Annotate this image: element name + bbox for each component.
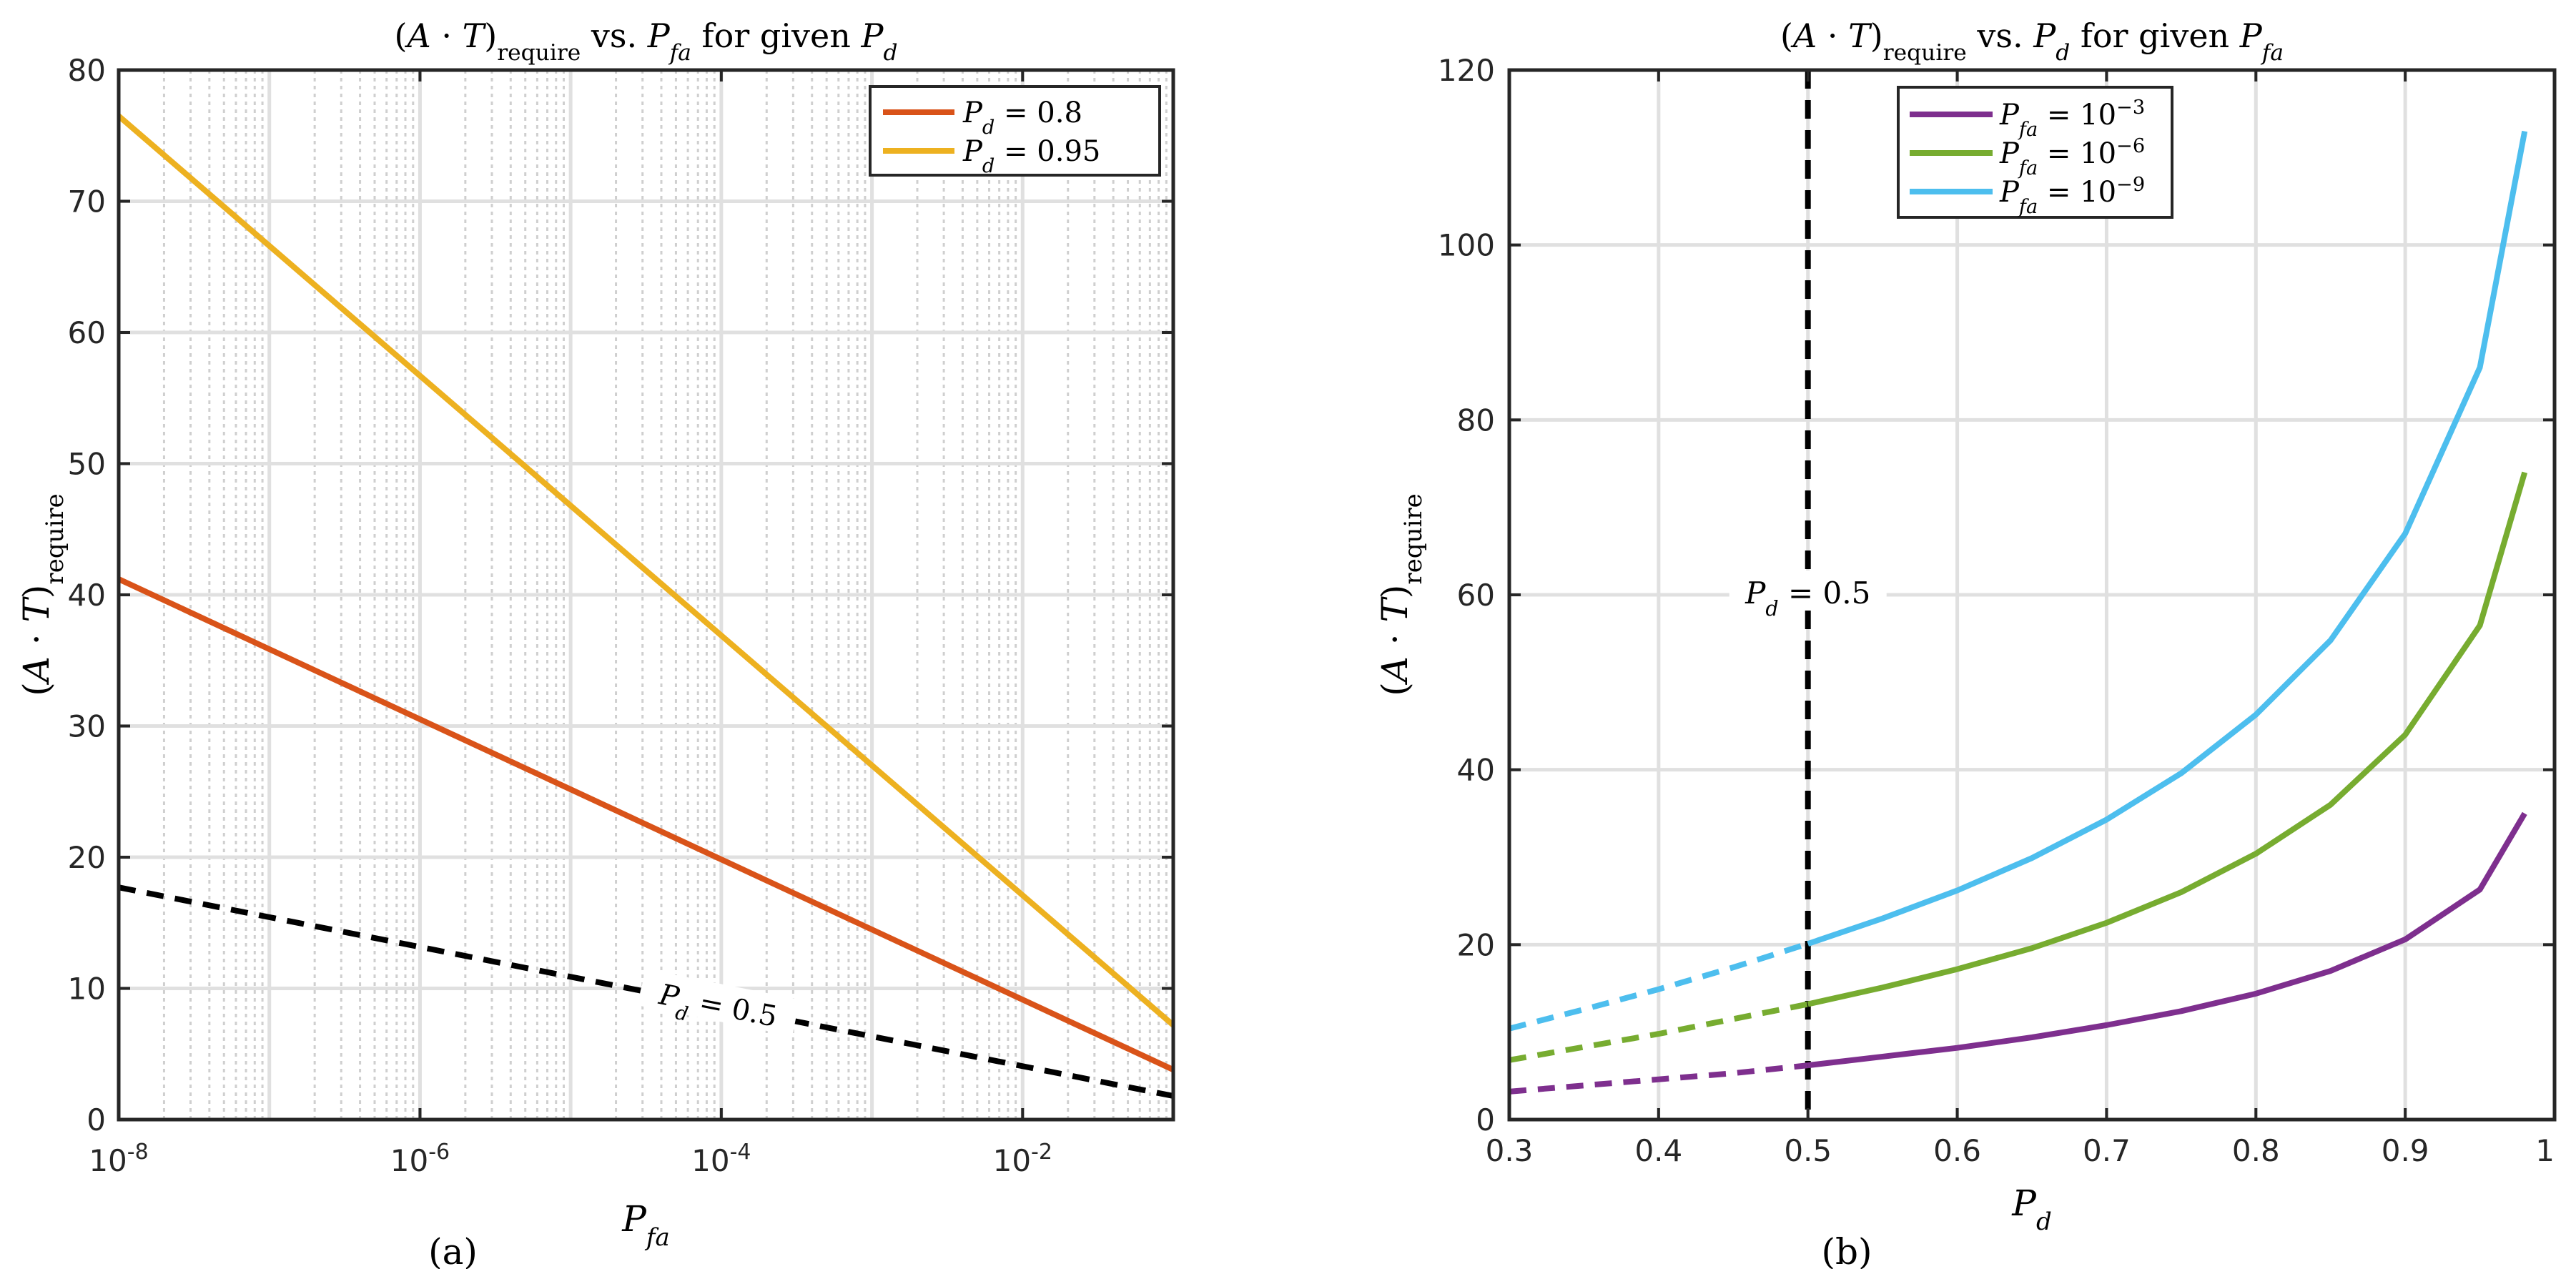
x-tick-label: 0.4: [1634, 1133, 1682, 1168]
y-tick-label: 100: [1438, 228, 1495, 263]
y-tick-label: 120: [1438, 53, 1495, 88]
x-axis-label: Pd: [2011, 1182, 2051, 1236]
y-tick-label: 60: [68, 315, 106, 350]
annotation-pd-0-5: Pd = 0.5: [1745, 576, 1870, 621]
x-axis-label: Pfa: [621, 1198, 670, 1252]
y-tick-label: 70: [68, 184, 106, 219]
legend-entry: Pfa = 10−6: [1999, 135, 2145, 179]
panel-label-a: (a): [428, 1231, 478, 1269]
x-tick-label: 0.6: [1933, 1133, 1981, 1168]
x-tick-label: 0.7: [2083, 1133, 2131, 1168]
y-axis-label: (A · T)require: [16, 493, 69, 696]
x-tick-label: 1: [2535, 1133, 2555, 1168]
y-tick-label: 80: [68, 53, 106, 88]
series-line-solid: [1807, 811, 2527, 1069]
annotation-pd-0-5: Pd = 0.5: [638, 969, 800, 1037]
y-tick-label: 20: [68, 840, 106, 875]
y-tick-label: 40: [1457, 753, 1495, 788]
legend-box: [869, 85, 1161, 177]
legend: Pd = 0.8Pd = 0.95: [869, 85, 1161, 177]
y-tick-label: 0: [1476, 1102, 1495, 1137]
series-line-solid: [1807, 471, 2528, 1007]
series-line-P-d-0.95: [117, 114, 1175, 1027]
series-line-P-d-0.5: [118, 884, 1174, 1099]
legend-entry: Pfa = 10−9: [1999, 174, 2145, 218]
x-tick-label: 0.5: [1784, 1133, 1832, 1168]
legend-entry: Pfa = 10−3: [1999, 97, 2145, 141]
y-tick-label: 60: [1457, 578, 1495, 613]
x-tick-label: 0.3: [1486, 1133, 1534, 1168]
legend-entry: Pd = 0.95: [962, 135, 1100, 177]
annotation-background: [638, 969, 800, 1037]
y-tick-label: 20: [1457, 927, 1495, 962]
y-tick-label: 50: [68, 447, 106, 482]
series-line-P-d-0.8: [117, 576, 1175, 1072]
x-tick-label: 0.9: [2382, 1133, 2429, 1168]
legend-entry: Pd = 0.8: [962, 97, 1082, 139]
x-tick-label: 0.8: [2232, 1133, 2280, 1168]
series-line-dashed: [1509, 1062, 1809, 1095]
series-line-dashed: [1509, 941, 1809, 1032]
y-tick-label: 10: [68, 972, 106, 1007]
y-tick-label: 0: [87, 1102, 106, 1137]
y-axis-label: (A · T)require: [1374, 493, 1428, 696]
x-tick-label: 10-4: [691, 1140, 751, 1179]
chart-panel-a: Pd = 0.5 0 10 20 30 40 50 60 70 80 10-8 10-6 10-4 10-…: [16, 16, 1175, 1269]
panel-label-b: (b): [1821, 1231, 1872, 1269]
x-tick-label: 10-8: [89, 1140, 148, 1179]
chart-title: (A · T)require vs. Pd for given Pfa: [1780, 16, 2284, 66]
x-tick-label: 10-2: [993, 1140, 1052, 1179]
annotation-background: [1729, 571, 1887, 611]
y-tick-label: 40: [68, 578, 106, 613]
series-line-solid: [1807, 130, 2528, 947]
y-tick-label: 30: [68, 709, 106, 744]
y-tick-label: 80: [1457, 403, 1495, 438]
x-tick-label: 10-6: [390, 1140, 450, 1179]
chart-panel-b: Pd = 0.5 0 20 40 60 80 100 120 0.3 0.4 0.5 0.6 0.7 0.…: [1374, 16, 2557, 1269]
chart-title: (A · T)require vs. Pfa for given Pd: [395, 16, 898, 66]
series-line-dashed: [1509, 1001, 1809, 1063]
